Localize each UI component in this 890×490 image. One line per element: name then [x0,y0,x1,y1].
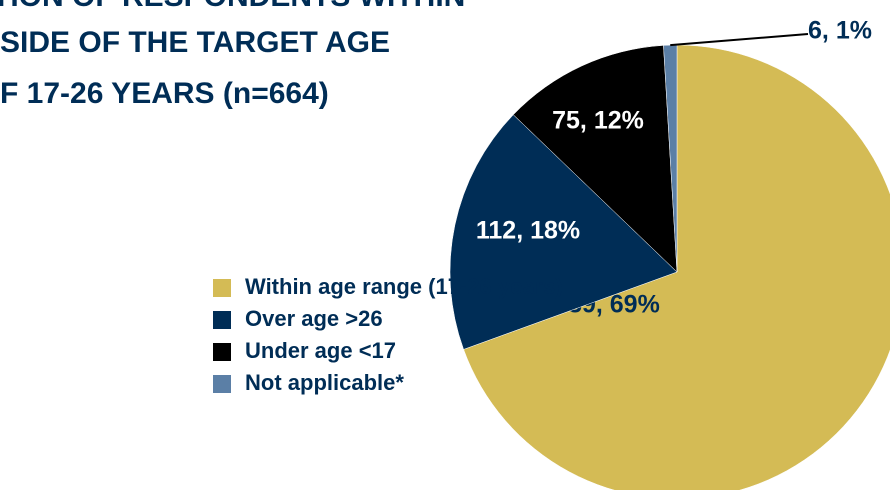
pie-slice [512,45,678,273]
legend-label: Over age >26 [245,306,383,331]
legend-swatch [213,375,231,393]
legend-label: Not applicable* [245,370,404,395]
pie-slice [463,44,890,490]
legend-swatch [213,311,231,329]
legend-label: Under age <17 [245,338,396,363]
data-label: 112, 18% [476,217,580,245]
chart-title: F 17-26 YEARS (n=664) [0,77,329,110]
chart-title: SIDE OF THE TARGET AGE [0,26,390,59]
legend-label: Within age range (17-26 years) [245,274,563,299]
leader-line [670,33,809,47]
data-label: 6, 1% [808,17,872,45]
pie-slice [449,114,678,350]
legend-swatch [213,279,231,297]
data-label: 75, 12% [552,107,644,135]
chart-title: TION OF RESPONDENTS WITHIN [0,0,465,13]
legend-swatch [213,343,231,361]
